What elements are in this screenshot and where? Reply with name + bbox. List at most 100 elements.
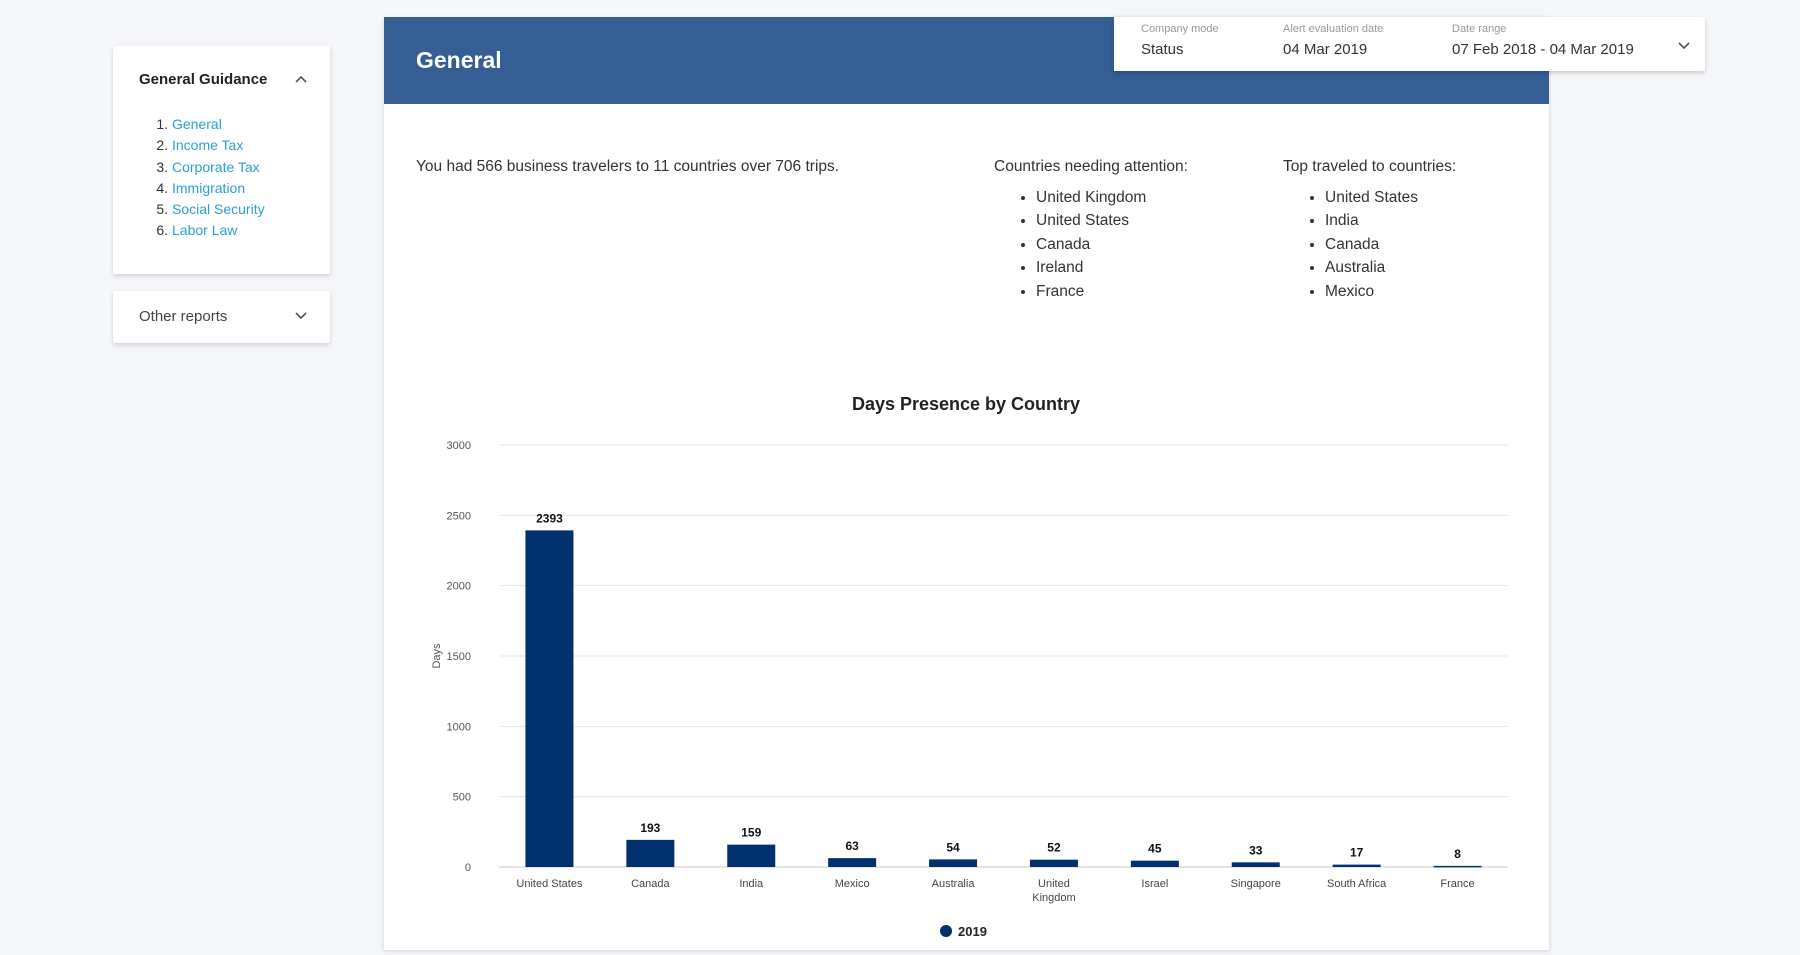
guidance-item-labor-law: 6. Labor Law <box>139 220 265 241</box>
data-label: 8 <box>1454 847 1461 861</box>
date-range-filter[interactable]: Date range 07 Feb 2018 - 04 Mar 2019 <box>1452 23 1634 58</box>
data-label: 63 <box>845 839 859 853</box>
x-tick-label: France <box>1440 878 1474 890</box>
alert-date-value: 04 Mar 2019 <box>1283 41 1368 58</box>
guidance-link-social-security[interactable]: Social Security <box>172 201 265 218</box>
top-countries: Top traveled to countries: United States… <box>1283 158 1456 303</box>
y-tick-label: 0 <box>465 862 471 874</box>
data-label: 2393 <box>536 511 563 525</box>
bar-israel[interactable] <box>1130 860 1179 867</box>
data-label: 45 <box>1148 842 1162 856</box>
y-tick-label: 2500 <box>447 510 471 522</box>
top-list: United States India Canada Australia Mex… <box>1283 186 1456 303</box>
summary-text: You had 566 business travelers to 11 cou… <box>416 158 840 175</box>
bar-mexico[interactable] <box>828 858 877 867</box>
data-label: 17 <box>1350 846 1364 860</box>
bar-south-africa[interactable] <box>1332 864 1381 867</box>
list-item: Canada <box>1036 233 1188 256</box>
x-tick-label: India <box>739 878 764 890</box>
x-tick-label: United States <box>516 878 583 890</box>
bar-united-states[interactable] <box>525 530 574 867</box>
list-item: Ireland <box>1036 256 1188 279</box>
bar-canada[interactable] <box>626 839 675 867</box>
general-guidance-title: General Guidance <box>139 70 268 88</box>
chart-title: Days Presence by Country <box>852 394 1080 414</box>
guidance-item-number: 3. <box>156 158 168 175</box>
guidance-item-number: 4. <box>156 179 168 196</box>
list-item: Australia <box>1325 256 1456 279</box>
legend[interactable]: 2019 <box>940 924 987 939</box>
date-range-label: Date range <box>1452 23 1507 35</box>
list-item: Canada <box>1325 233 1456 256</box>
list-item: France <box>1036 280 1188 303</box>
x-tick-label: Singapore <box>1231 878 1281 890</box>
guidance-link-corporate-tax[interactable]: Corporate Tax <box>172 158 260 175</box>
chart-svg: Days Presence by Country Days 0 500 1000 15… <box>431 394 1508 939</box>
attention-title: Countries needing attention: <box>994 158 1188 175</box>
attention-list: United Kingdom United States Canada Irel… <box>994 186 1188 303</box>
bar-france[interactable] <box>1433 865 1482 868</box>
bar-australia[interactable] <box>929 859 978 867</box>
company-mode-filter[interactable]: Company mode Status <box>1141 23 1219 58</box>
chevron-up-icon[interactable] <box>292 70 310 88</box>
chevron-down-icon[interactable] <box>1675 37 1693 55</box>
legend-label[interactable]: 2019 <box>958 924 987 939</box>
guidance-item-social-security: 5. Social Security <box>139 199 265 220</box>
x-tick-label: United Kingdom <box>1032 878 1075 904</box>
chevron-down-icon[interactable] <box>292 307 310 325</box>
days-presence-chart: Days Presence by Country Days 0 500 1000 15… <box>384 372 1549 950</box>
x-tick-label: Australia <box>932 878 976 890</box>
y-tick-label: 1000 <box>447 721 471 733</box>
data-label: 193 <box>640 821 660 835</box>
bar-singapore[interactable] <box>1231 862 1280 867</box>
attention-countries: Countries needing attention: United King… <box>994 158 1188 303</box>
company-mode-value: Status <box>1141 41 1184 58</box>
y-tick-label: 1500 <box>447 651 471 663</box>
guidance-item-corporate-tax: 3. Corporate Tax <box>139 157 265 178</box>
data-label: 159 <box>741 826 761 840</box>
alert-date-filter[interactable]: Alert evaluation date 04 Mar 2019 <box>1283 23 1383 58</box>
general-guidance-card: General Guidance 1. General 2. Income Tax … <box>113 46 330 274</box>
y-axis-label: Days <box>431 643 443 669</box>
page-title: General <box>416 47 502 73</box>
list-item: India <box>1325 209 1456 232</box>
other-reports-title: Other reports <box>139 307 228 325</box>
x-tick-label: Canada <box>631 878 670 890</box>
guidance-item-immigration: 4. Immigration <box>139 178 265 199</box>
guidance-item-number: 5. <box>156 201 168 218</box>
y-tick-label: 500 <box>453 792 471 804</box>
list-item: United Kingdom <box>1036 186 1188 209</box>
general-guidance-header[interactable]: General Guidance <box>139 70 310 88</box>
bar-layer: 2393 United States 193 Canada 159 India 63 Mexi… <box>516 511 1482 904</box>
y-tick-label: 3000 <box>447 440 471 452</box>
guidance-list: 1. General 2. Income Tax 3. Corporate Tax 4… <box>139 114 265 242</box>
guidance-link-general[interactable]: General <box>172 116 222 132</box>
top-title: Top traveled to countries: <box>1283 158 1457 175</box>
legend-marker[interactable] <box>940 925 952 937</box>
alert-date-label: Alert evaluation date <box>1283 23 1384 35</box>
y-tick-label: 2000 <box>447 581 471 593</box>
bar-india[interactable] <box>727 844 776 867</box>
other-reports-card[interactable]: Other reports <box>113 291 330 343</box>
x-tick-label: Mexico <box>835 878 870 890</box>
data-label: 54 <box>946 840 960 854</box>
list-item: United States <box>1325 186 1456 209</box>
report-filter-bar[interactable]: Company mode Status Alert evaluation dat… <box>1114 17 1705 71</box>
other-reports-header[interactable]: Other reports <box>139 307 310 325</box>
grid-layer: 0 500 1000 1500 2000 2500 3000 <box>447 440 1508 874</box>
company-mode-label: Company mode <box>1141 23 1219 35</box>
x-tick-label: Israel <box>1141 878 1168 890</box>
main-panel: General You had 566 business travelers t… <box>384 17 1549 950</box>
bar-united-kingdom[interactable] <box>1029 859 1078 867</box>
list-item: United States <box>1036 209 1188 232</box>
guidance-link-labor-law[interactable]: Labor Law <box>172 222 238 239</box>
list-item: Mexico <box>1325 280 1456 303</box>
x-tick-label: South Africa <box>1327 878 1387 890</box>
guidance-link-income-tax[interactable]: Income Tax <box>172 137 244 154</box>
guidance-item-general: 1. General <box>139 114 265 135</box>
guidance-item-number: 1. <box>156 116 168 132</box>
data-label: 33 <box>1249 843 1263 857</box>
guidance-link-immigration[interactable]: Immigration <box>172 179 246 196</box>
data-label: 52 <box>1047 841 1061 855</box>
guidance-item-income-tax: 2. Income Tax <box>139 135 265 156</box>
